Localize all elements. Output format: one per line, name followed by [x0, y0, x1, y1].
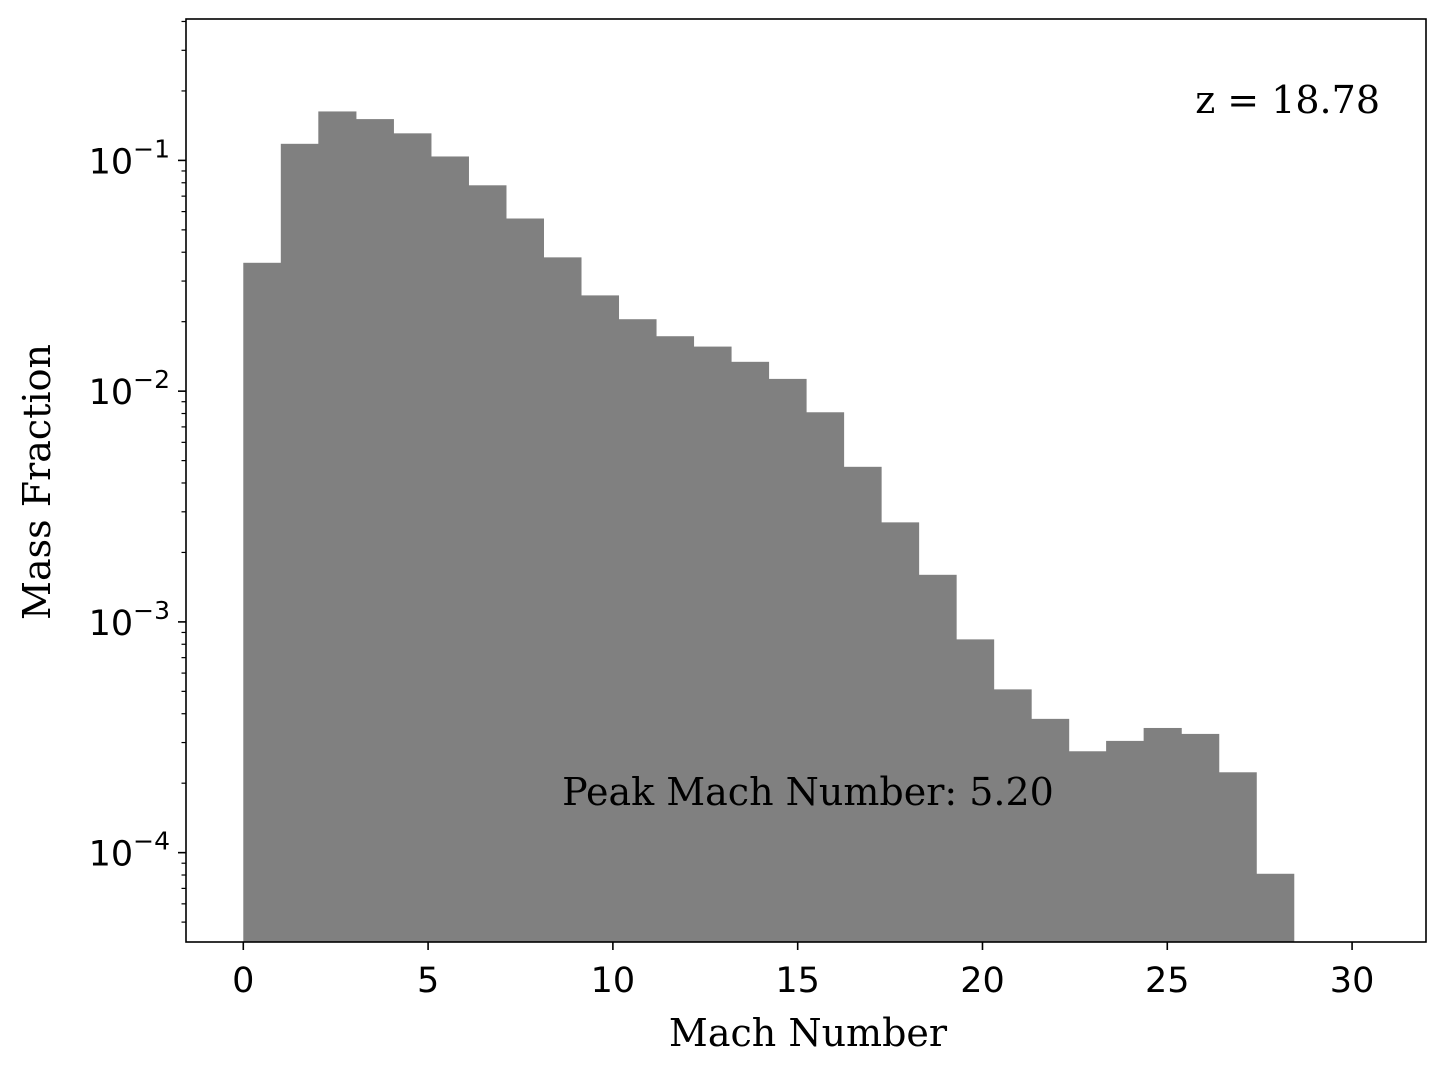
- x-tick-label: 0: [232, 961, 254, 1001]
- histogram-bar: [1106, 740, 1145, 942]
- x-tick-label: 20: [960, 961, 1005, 1001]
- histogram-bar: [730, 361, 770, 942]
- peak-mach-annotation: Peak Mach Number: 5.20: [562, 770, 1054, 814]
- histogram-bar: [768, 378, 807, 942]
- x-tick-label: 5: [417, 961, 439, 1001]
- histogram-bar: [355, 119, 394, 942]
- histogram-bar: [1031, 718, 1070, 942]
- histogram-bar: [280, 143, 319, 942]
- histogram-bar: [881, 522, 920, 942]
- histogram-bar: [693, 346, 732, 942]
- histogram-bar: [806, 412, 845, 942]
- histogram-bars: [243, 111, 1295, 943]
- y-axis-label: Mass Fraction: [15, 344, 59, 620]
- x-tick-label: 10: [591, 961, 636, 1001]
- histogram-bar: [1068, 751, 1107, 942]
- y-major-ticks: 10−1 10−2 10−3 10−4: [89, 134, 186, 875]
- y-tick-label: 10−1: [89, 134, 170, 182]
- histogram-bar: [318, 111, 357, 943]
- y-tick-label: 10−3: [89, 596, 170, 644]
- histogram-bar: [243, 262, 282, 942]
- histogram-bar: [993, 689, 1032, 942]
- histogram-bar: [468, 185, 507, 942]
- histogram-bar: [655, 336, 695, 943]
- x-ticks: 0 5 10 15 20 25 30: [232, 942, 1374, 1001]
- y-tick-label: 10−4: [89, 827, 170, 875]
- histogram-bar: [843, 466, 882, 942]
- histogram-bar: [618, 319, 657, 943]
- x-tick-label: 15: [775, 961, 820, 1001]
- histogram-bar: [580, 295, 620, 942]
- histogram-bar: [918, 574, 957, 942]
- y-tick-label: 10−2: [89, 365, 170, 413]
- histogram-bar: [1143, 727, 1182, 942]
- histogram-bar: [1218, 772, 1257, 942]
- histogram-bar: [1256, 873, 1295, 942]
- plot-frame: [185, 18, 1427, 943]
- x-tick-label: 25: [1145, 961, 1190, 1001]
- histogram-bar: [956, 639, 995, 942]
- x-tick-label: 30: [1330, 961, 1375, 1001]
- histogram-bar: [393, 133, 432, 942]
- histogram-bar: [1181, 733, 1220, 942]
- histogram-bar: [505, 218, 545, 942]
- x-axis-label: Mach Number: [669, 1011, 948, 1055]
- redshift-annotation: z = 18.78: [1195, 78, 1380, 122]
- histogram-bar: [543, 257, 582, 942]
- histogram-bar: [430, 156, 469, 943]
